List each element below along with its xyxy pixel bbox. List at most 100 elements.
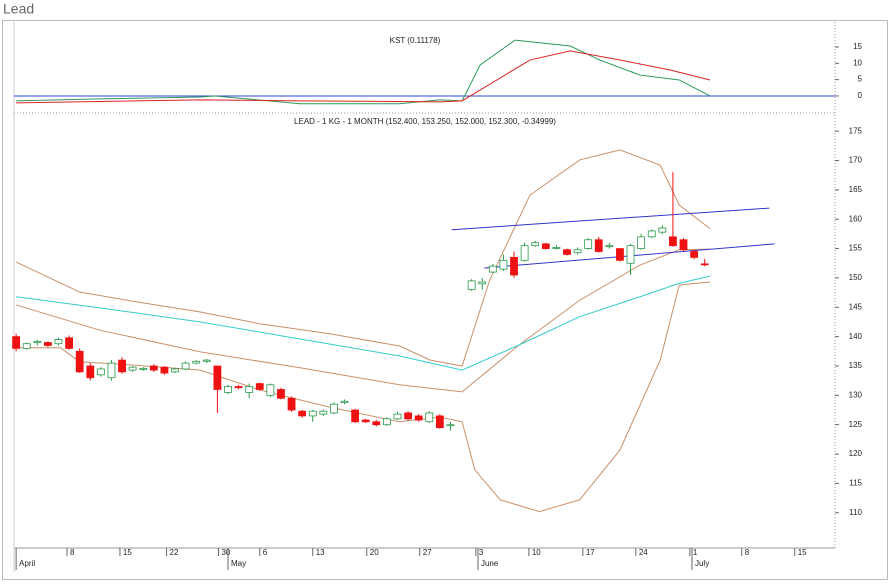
candle-body bbox=[552, 247, 561, 249]
y-tick-label: 110 bbox=[849, 508, 862, 517]
candle-body bbox=[75, 350, 84, 373]
month-label: July bbox=[695, 559, 709, 568]
month-label: April bbox=[19, 559, 35, 568]
candle-body bbox=[637, 236, 646, 249]
candle-body bbox=[330, 403, 338, 414]
candle-body bbox=[488, 265, 497, 273]
candle-body bbox=[128, 366, 137, 371]
candle-body bbox=[43, 342, 52, 346]
x-tick-label: 27 bbox=[423, 548, 432, 557]
y-tick-label: 145 bbox=[849, 302, 863, 311]
candle-body bbox=[393, 413, 402, 420]
candle-body bbox=[213, 365, 222, 390]
candle-body bbox=[149, 365, 158, 371]
candle-body bbox=[563, 249, 571, 255]
candle-body bbox=[118, 359, 126, 373]
candle-body bbox=[361, 419, 370, 423]
candle-body bbox=[192, 360, 201, 364]
overlay-line bbox=[16, 281, 711, 513]
y-tick-label: 135 bbox=[849, 361, 863, 370]
candle-body bbox=[234, 386, 243, 389]
y-tick-label: 125 bbox=[849, 420, 863, 429]
y-tick-label: 175 bbox=[849, 126, 863, 135]
candle-body bbox=[414, 415, 423, 421]
x-tick-label: 3 bbox=[479, 548, 484, 557]
month-label: June bbox=[481, 559, 499, 568]
kst-label: KST (0.11178) bbox=[390, 36, 441, 45]
overlay-line bbox=[15, 149, 711, 367]
candle-body bbox=[647, 230, 656, 238]
candle-body bbox=[669, 236, 677, 247]
x-tick-label: 24 bbox=[639, 548, 648, 557]
kst-tick-label: 10 bbox=[853, 58, 862, 67]
candle-body bbox=[171, 368, 179, 373]
candle-body bbox=[308, 410, 317, 417]
x-tick-label: 22 bbox=[170, 548, 179, 557]
price-label: LEAD - 1 KG - 1 MONTH (152.400, 153.250,… bbox=[294, 117, 556, 126]
candle-body bbox=[107, 362, 116, 379]
overlay-line bbox=[16, 275, 711, 371]
candle-body bbox=[584, 239, 593, 249]
y-tick-label: 150 bbox=[849, 273, 863, 282]
candle-body bbox=[86, 365, 95, 379]
y-tick-label: 160 bbox=[849, 214, 863, 223]
x-tick-label: 15 bbox=[798, 548, 807, 557]
candle-body bbox=[467, 280, 476, 291]
candle-body bbox=[679, 239, 688, 251]
month-label: May bbox=[231, 559, 246, 568]
y-tick-label: 165 bbox=[849, 185, 863, 194]
candle-body bbox=[96, 368, 105, 376]
kst-line bbox=[16, 39, 711, 105]
frame bbox=[2, 20, 888, 580]
candle-body bbox=[12, 336, 21, 349]
x-tick-label: 8 bbox=[70, 548, 75, 557]
candle-body bbox=[478, 281, 487, 285]
y-tick-label: 170 bbox=[849, 156, 863, 165]
candle-body bbox=[245, 386, 254, 393]
candle-body bbox=[510, 256, 518, 276]
candle-body bbox=[319, 410, 328, 415]
candle-body bbox=[277, 389, 285, 399]
candle-body bbox=[605, 245, 614, 248]
candle-body bbox=[626, 245, 635, 264]
candle-body bbox=[658, 227, 667, 233]
candle-body bbox=[700, 263, 709, 266]
candle-body bbox=[54, 339, 63, 345]
candle-body bbox=[531, 242, 540, 247]
candle-body bbox=[65, 337, 73, 349]
candle-body bbox=[181, 362, 190, 370]
kst-tick-label: 5 bbox=[858, 75, 863, 84]
candle-body bbox=[340, 400, 349, 403]
candle-body bbox=[573, 249, 582, 254]
candle-body bbox=[446, 424, 455, 427]
candle-body bbox=[202, 359, 211, 362]
y-tick-label: 155 bbox=[849, 244, 863, 253]
kst-line bbox=[16, 50, 711, 104]
candle-body bbox=[287, 397, 296, 411]
candle-body bbox=[255, 383, 264, 390]
x-tick-label: 30 bbox=[221, 548, 230, 557]
candle-body bbox=[690, 251, 699, 258]
candle-body bbox=[594, 239, 603, 252]
candle-body bbox=[520, 245, 529, 261]
y-tick-label: 140 bbox=[849, 332, 863, 341]
overlay-line bbox=[15, 248, 711, 393]
x-tick-label: 1 bbox=[693, 548, 698, 557]
candle-body bbox=[160, 366, 169, 374]
chart-title: Lead bbox=[3, 1, 34, 17]
x-tick-label: 13 bbox=[316, 548, 325, 557]
candle-body bbox=[499, 259, 508, 270]
candle-body bbox=[382, 418, 391, 426]
kst-tick-label: 0 bbox=[858, 91, 863, 100]
candle-body bbox=[33, 340, 42, 343]
candle-body bbox=[425, 412, 434, 423]
x-tick-label: 6 bbox=[263, 548, 268, 557]
x-tick-label: 17 bbox=[586, 548, 595, 557]
x-tick-label: 20 bbox=[370, 548, 379, 557]
candle-body bbox=[435, 415, 444, 429]
x-tick-label: 8 bbox=[745, 548, 750, 557]
x-tick-label: 10 bbox=[532, 548, 541, 557]
candle-body bbox=[266, 384, 275, 396]
overlay-line bbox=[451, 207, 770, 231]
